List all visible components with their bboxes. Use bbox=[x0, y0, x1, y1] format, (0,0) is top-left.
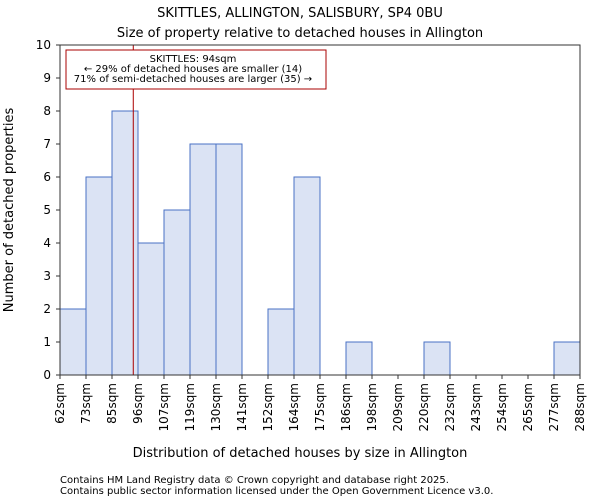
bar-277sqm bbox=[553, 341, 581, 376]
x-axis-label: Distribution of detached houses by size … bbox=[133, 446, 468, 461]
x-tick-label: 175sqm bbox=[313, 383, 327, 431]
y-tick-label: 1 bbox=[43, 335, 51, 349]
plot-frame bbox=[59, 44, 581, 376]
y-tick-label: 7 bbox=[43, 137, 51, 151]
annotation-line-1: SKITTLES: 94sqm bbox=[150, 54, 237, 65]
annotation-box-border bbox=[65, 49, 327, 90]
x-tick-label: 119sqm bbox=[183, 383, 197, 431]
bar-220sqm bbox=[423, 341, 451, 376]
y-tick-label: 4 bbox=[43, 236, 51, 250]
x-tick-label: 73sqm bbox=[79, 383, 93, 424]
x-tick-label: 198sqm bbox=[365, 383, 379, 431]
x-tick-label: 288sqm bbox=[573, 383, 587, 431]
bar-73sqm bbox=[85, 176, 113, 376]
y-tick-label: 9 bbox=[43, 71, 51, 85]
x-tick-label: 209sqm bbox=[391, 383, 405, 431]
footer-line-1: Contains HM Land Registry data © Crown c… bbox=[60, 475, 449, 486]
bar-130sqm bbox=[215, 143, 243, 376]
x-tick-label: 141sqm bbox=[235, 383, 249, 431]
x-tick-label: 107sqm bbox=[157, 383, 171, 431]
bar-119sqm bbox=[189, 143, 217, 376]
bar-85sqm bbox=[111, 110, 139, 376]
y-tick-label: 6 bbox=[43, 170, 51, 184]
x-tick-label: 243sqm bbox=[469, 383, 483, 431]
y-axis-ticks: 0 1 2 3 4 5 6 7 8 9 10 bbox=[36, 38, 60, 382]
bar-152sqm bbox=[267, 308, 295, 376]
y-tick-label: 0 bbox=[43, 368, 51, 382]
bar-186sqm bbox=[345, 341, 373, 376]
x-tick-label: 277sqm bbox=[547, 383, 561, 431]
x-tick-label: 130sqm bbox=[209, 383, 223, 431]
chart-title: SKITTLES, ALLINGTON, SALISBURY, SP4 0BU bbox=[157, 6, 443, 21]
annotation-box: SKITTLES: 94sqm ← 29% of detached houses… bbox=[65, 49, 327, 90]
x-tick-label: 164sqm bbox=[287, 383, 301, 431]
bar-107sqm bbox=[163, 209, 191, 376]
bar-62sqm bbox=[59, 308, 87, 376]
bars-group bbox=[59, 110, 581, 376]
x-axis-ticks: 62sqm 73sqm 85sqm 96sqm 107sqm 119sqm 130sqm 14… bbox=[53, 375, 587, 431]
x-tick-label: 186sqm bbox=[339, 383, 353, 431]
y-tick-label: 5 bbox=[43, 203, 51, 217]
annotation-line-3: 71% of semi-detached houses are larger (… bbox=[74, 74, 312, 85]
y-tick-label: 3 bbox=[43, 269, 51, 283]
x-tick-label: 62sqm bbox=[53, 383, 67, 424]
y-axis-label: Number of detached properties bbox=[2, 108, 17, 313]
y-tick-label: 10 bbox=[36, 38, 51, 52]
x-tick-label: 85sqm bbox=[105, 383, 119, 424]
x-tick-label: 265sqm bbox=[521, 383, 535, 431]
y-tick-label: 8 bbox=[43, 104, 51, 118]
chart-subtitle: Size of property relative to detached ho… bbox=[117, 26, 483, 41]
x-tick-label: 220sqm bbox=[417, 383, 431, 431]
x-tick-label: 152sqm bbox=[261, 383, 275, 431]
x-tick-label: 96sqm bbox=[131, 383, 145, 424]
bar-96sqm bbox=[137, 242, 165, 376]
bar-164sqm bbox=[293, 176, 321, 376]
x-tick-label: 232sqm bbox=[443, 383, 457, 431]
x-tick-label: 254sqm bbox=[495, 383, 509, 431]
annotation-line-2: ← 29% of detached houses are smaller (14… bbox=[84, 64, 302, 75]
footer-line-2: Contains public sector information licen… bbox=[60, 486, 493, 497]
y-tick-label: 2 bbox=[43, 302, 51, 316]
